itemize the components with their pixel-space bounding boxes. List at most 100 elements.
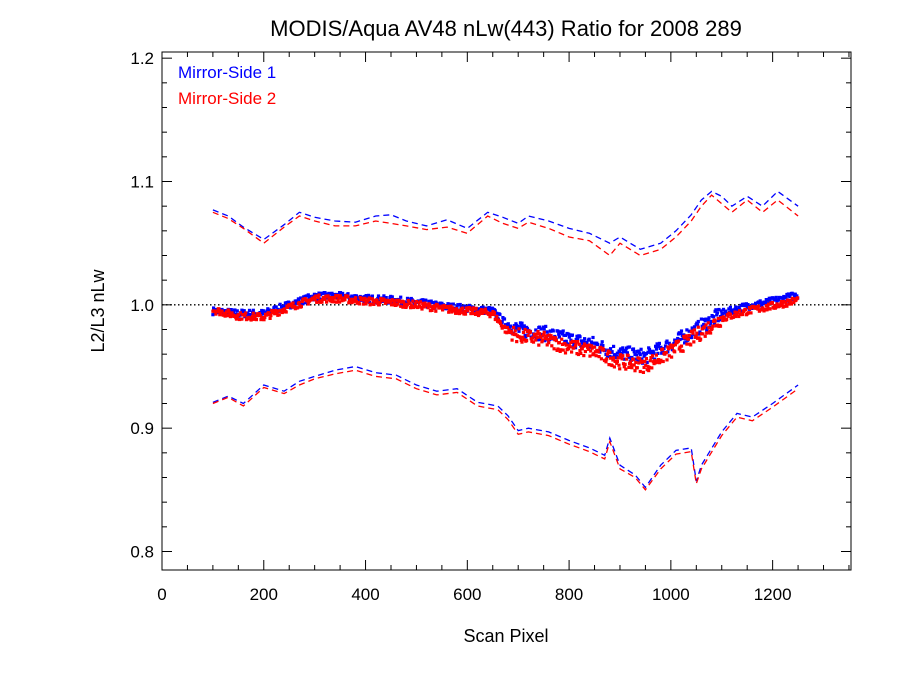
data-point: [699, 317, 703, 321]
data-point: [657, 345, 661, 349]
data-point: [299, 296, 303, 300]
data-point: [467, 303, 471, 307]
data-point: [343, 298, 347, 302]
data-point: [687, 333, 691, 338]
data-point: [299, 304, 303, 309]
data-point: [354, 294, 358, 298]
data-point: [389, 303, 394, 307]
data-point: [531, 340, 536, 344]
data-point: [667, 341, 671, 345]
data-point: [699, 337, 703, 341]
data-point: [233, 308, 237, 312]
data-point: [788, 295, 792, 299]
data-point: [679, 329, 684, 333]
data-point: [692, 328, 697, 332]
data-point: [657, 358, 661, 362]
data-point: [681, 349, 685, 353]
data-point: [542, 330, 546, 334]
data-point: [402, 300, 406, 304]
data-point: [792, 300, 796, 305]
data-point: [596, 350, 600, 354]
data-point: [774, 295, 778, 299]
data-point: [513, 329, 517, 333]
data-point: [547, 341, 551, 345]
data-point: [367, 298, 371, 302]
data-point: [314, 294, 318, 298]
data-point: [657, 341, 661, 345]
data-point: [689, 343, 693, 347]
data-point: [768, 298, 772, 302]
series-2-lower-band: [212, 369, 799, 491]
data-point: [367, 300, 371, 304]
data-point: [728, 312, 732, 316]
data-point: [537, 343, 541, 347]
data-point: [647, 369, 651, 373]
data-point: [726, 314, 730, 318]
data-point: [757, 304, 761, 308]
data-point: [778, 303, 782, 307]
data-point: [712, 315, 716, 319]
data-point: [780, 302, 784, 306]
data-point: [615, 359, 619, 363]
data-point: [557, 341, 561, 345]
y-tick-label: 0.8: [130, 543, 154, 562]
data-point: [559, 348, 563, 352]
data-point: [521, 330, 526, 335]
data-point: [654, 344, 658, 348]
data-point: [552, 347, 556, 351]
data-point: [214, 312, 218, 316]
data-point: [630, 366, 634, 370]
y-axis-tick-labels: 0.8 0.9 1.0 1.1 1.2: [130, 49, 154, 561]
data-point: [517, 329, 521, 333]
data-point: [317, 291, 321, 295]
data-point: [477, 312, 481, 316]
data-point: [251, 314, 255, 319]
data-point: [317, 293, 321, 297]
data-point: [220, 309, 224, 313]
data-point: [308, 294, 312, 299]
data-point: [561, 348, 565, 352]
data-point: [754, 301, 758, 305]
data-point: [789, 302, 794, 306]
data-point: [235, 316, 239, 320]
data-point: [420, 307, 424, 311]
data-point: [330, 291, 334, 295]
data-point: [545, 343, 549, 347]
data-point: [741, 312, 745, 317]
data-point: [421, 298, 425, 302]
data-point: [609, 356, 613, 360]
data-point: [567, 347, 571, 351]
data-point: [456, 303, 460, 307]
data-point: [545, 330, 549, 334]
data-point: [406, 298, 410, 303]
data-point: [644, 363, 648, 367]
legend-entry-mirror-side-1: Mirror-Side 1: [178, 63, 276, 82]
data-point: [670, 345, 674, 349]
data-point: [673, 343, 677, 347]
data-point: [238, 311, 242, 315]
data-point: [341, 291, 345, 295]
data-point: [263, 315, 267, 320]
data-point: [463, 309, 467, 314]
data-point: [601, 344, 605, 348]
data-point: [687, 329, 691, 333]
data-point: [481, 305, 485, 309]
data-point: [498, 312, 502, 317]
data-point: [779, 296, 784, 300]
data-point: [283, 307, 287, 311]
data-point: [333, 296, 337, 300]
data-point: [629, 363, 633, 367]
data-point: [655, 342, 659, 346]
data-point: [422, 305, 426, 309]
data-point: [665, 358, 669, 362]
data-point: [459, 304, 463, 308]
data-point: [580, 347, 584, 351]
data-point: [524, 335, 528, 339]
data-point: [638, 369, 642, 374]
data-point: [568, 345, 572, 349]
data-point: [583, 337, 587, 341]
data-point: [304, 301, 308, 305]
data-point: [495, 314, 499, 318]
data-point: [585, 341, 589, 345]
y-axis-ticks: [162, 57, 851, 552]
